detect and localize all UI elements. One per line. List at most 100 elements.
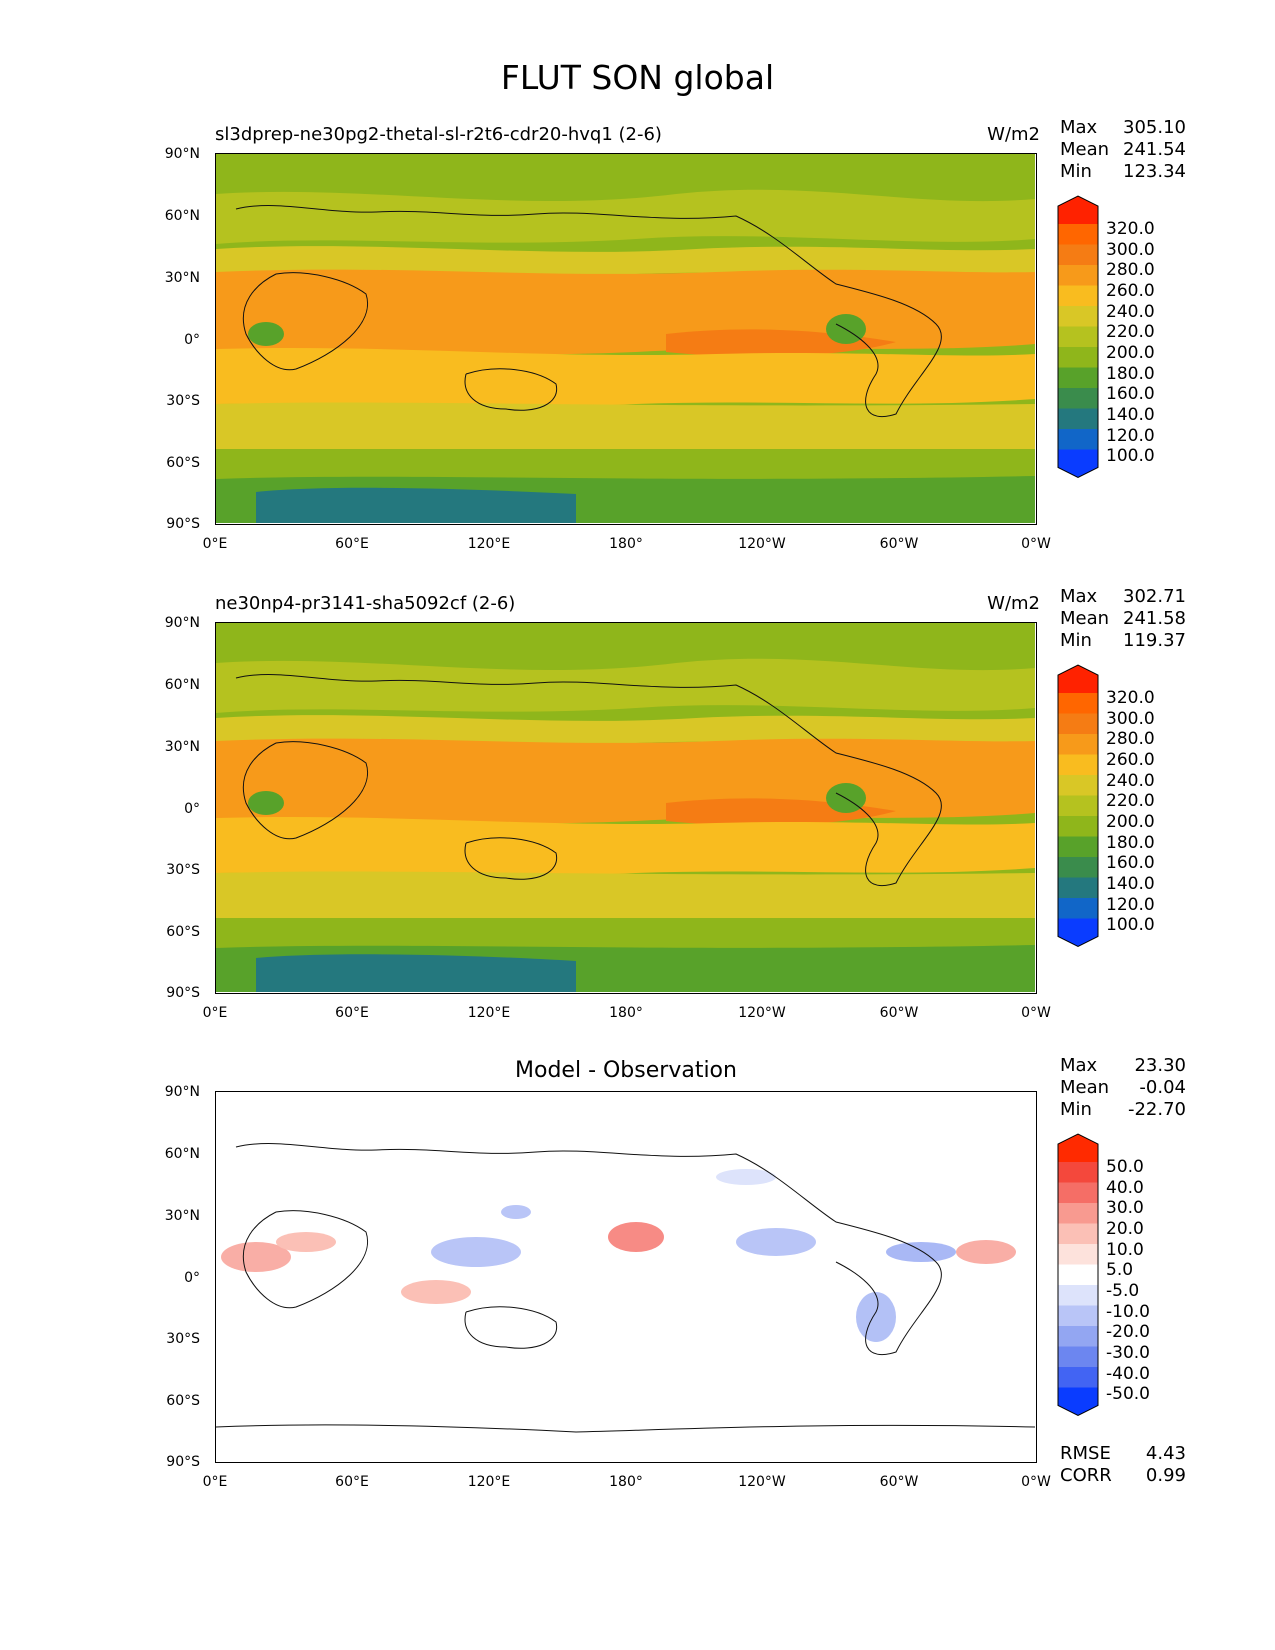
rmse-label: RMSE <box>1060 1443 1111 1464</box>
y-tick: 60°N <box>164 208 200 224</box>
colorbar-tick-label: 120.0 <box>1106 895 1155 915</box>
colorbar-tick-label: -20.0 <box>1106 1322 1150 1342</box>
colorbar-tick-label: 300.0 <box>1106 709 1155 729</box>
mean-value: -0.04 <box>1139 1077 1186 1098</box>
colorbar-extend-top <box>1058 1134 1098 1162</box>
x-tick: 120°E <box>467 536 511 552</box>
min-label: Min <box>1060 1099 1092 1120</box>
y-tick: 30°N <box>164 270 200 286</box>
y-tick: 60°N <box>164 1146 200 1162</box>
colorbar-segment <box>1058 795 1098 817</box>
colorbar-tick-label: 30.0 <box>1106 1198 1144 1218</box>
colorbar-segment <box>1058 713 1098 735</box>
x-tick: 0°E <box>202 1005 228 1021</box>
colorbar-tick-label: 50.0 <box>1106 1157 1144 1177</box>
colorbar-segment <box>1058 1346 1098 1368</box>
colorbar-segment <box>1058 877 1098 899</box>
colorbar-segment <box>1058 1285 1098 1306</box>
colorbar-segment <box>1058 224 1098 245</box>
y-tick: 60°S <box>166 455 200 471</box>
colorbar <box>1056 194 1100 490</box>
colorbar-segment <box>1058 347 1098 368</box>
x-tick: 180° <box>609 1474 643 1490</box>
colorbar-segment <box>1058 836 1098 858</box>
colorbar-segment <box>1058 388 1098 409</box>
min-label: Min <box>1060 161 1092 182</box>
colorbar-tick-label: 280.0 <box>1106 729 1155 749</box>
map-plot <box>215 1091 1037 1463</box>
colorbar-tick-label: 5.0 <box>1106 1260 1134 1280</box>
map-plot <box>215 153 1037 525</box>
x-tick: 0°E <box>202 1474 228 1490</box>
y-tick: 60°S <box>166 1393 200 1409</box>
colorbar-extend-bottom <box>1058 1387 1098 1416</box>
x-tick: 60°E <box>335 1474 369 1490</box>
x-tick: 0°E <box>202 536 228 552</box>
colorbar-extend-top <box>1058 196 1098 224</box>
x-tick: 180° <box>609 536 643 552</box>
colorbar-tick-label: 180.0 <box>1106 833 1155 853</box>
x-tick: 0°W <box>1021 536 1051 552</box>
colorbar-segment <box>1058 306 1098 327</box>
colorbar-segment <box>1058 1367 1098 1388</box>
colorbar-tick-label: 200.0 <box>1106 812 1155 832</box>
colorbar-tick-label: 280.0 <box>1106 260 1155 280</box>
colorbar <box>1056 663 1100 959</box>
colorbar-tick-label: 160.0 <box>1106 853 1155 873</box>
y-tick: 0° <box>184 801 200 817</box>
colorbar-tick-label: 40.0 <box>1106 1178 1144 1198</box>
y-tick: 90°N <box>164 615 200 631</box>
max-label: Max <box>1060 1055 1098 1076</box>
colorbar-segment <box>1058 1203 1098 1224</box>
colorbar-tick-label: 240.0 <box>1106 771 1155 791</box>
colorbar-segment <box>1058 693 1098 714</box>
colorbar-segment <box>1058 326 1098 348</box>
colorbar-tick-label: 320.0 <box>1106 219 1155 239</box>
colorbar-segment <box>1058 734 1098 755</box>
colorbar-segment <box>1058 1326 1098 1347</box>
colorbar-tick-label: -30.0 <box>1106 1343 1150 1363</box>
y-tick: 60°N <box>164 677 200 693</box>
max-value: 23.30 <box>1134 1055 1186 1076</box>
y-tick: 90°N <box>164 1084 200 1100</box>
colorbar-tick-label: 300.0 <box>1106 240 1155 260</box>
mean-value: 241.58 <box>1123 608 1186 629</box>
x-tick: 120°W <box>738 1005 786 1021</box>
colorbar-tick-label: -40.0 <box>1106 1364 1150 1384</box>
colorbar-segment <box>1058 265 1098 286</box>
mean-value: 241.54 <box>1123 139 1186 160</box>
colorbar-segment <box>1058 1244 1098 1265</box>
colorbar-tick-label: 260.0 <box>1106 281 1155 301</box>
x-tick: 60°W <box>879 536 919 552</box>
colorbar-segment <box>1058 429 1098 450</box>
x-tick: 120°E <box>467 1474 511 1490</box>
y-tick: 0° <box>184 332 200 348</box>
y-tick: 60°S <box>166 924 200 940</box>
max-value: 302.71 <box>1123 586 1186 607</box>
colorbar-tick-label: 240.0 <box>1106 302 1155 322</box>
colorbar-tick-label: 160.0 <box>1106 384 1155 404</box>
colorbar-segment <box>1058 1223 1098 1245</box>
colorbar-tick-label: 140.0 <box>1106 874 1155 894</box>
max-label: Max <box>1060 117 1098 138</box>
y-tick: 0° <box>184 1270 200 1286</box>
x-tick: 0°W <box>1021 1474 1051 1490</box>
colorbar-tick-label: -5.0 <box>1106 1281 1140 1301</box>
colorbar-segment <box>1058 898 1098 919</box>
stats-box: Max 302.71 Mean 241.58 Min 119.37 <box>1060 586 1186 652</box>
colorbar-extend-bottom <box>1058 918 1098 947</box>
colorbar-segment <box>1058 1182 1098 1204</box>
x-tick: 60°W <box>879 1474 919 1490</box>
colorbar-tick-label: 100.0 <box>1106 915 1155 935</box>
rmse-value: 4.43 <box>1145 1443 1186 1464</box>
colorbar-segment <box>1058 285 1098 307</box>
colorbar-segment <box>1058 1264 1098 1286</box>
colorbar-tick-label: 10.0 <box>1106 1240 1144 1260</box>
y-tick: 30°N <box>164 1208 200 1224</box>
colorbar-tick-label: 220.0 <box>1106 791 1155 811</box>
min-value: -22.70 <box>1127 1099 1186 1120</box>
corr-value: 0.99 <box>1145 1465 1186 1486</box>
x-tick: 180° <box>609 1005 643 1021</box>
x-tick: 0°W <box>1021 1005 1051 1021</box>
colorbar-segment <box>1058 775 1098 796</box>
